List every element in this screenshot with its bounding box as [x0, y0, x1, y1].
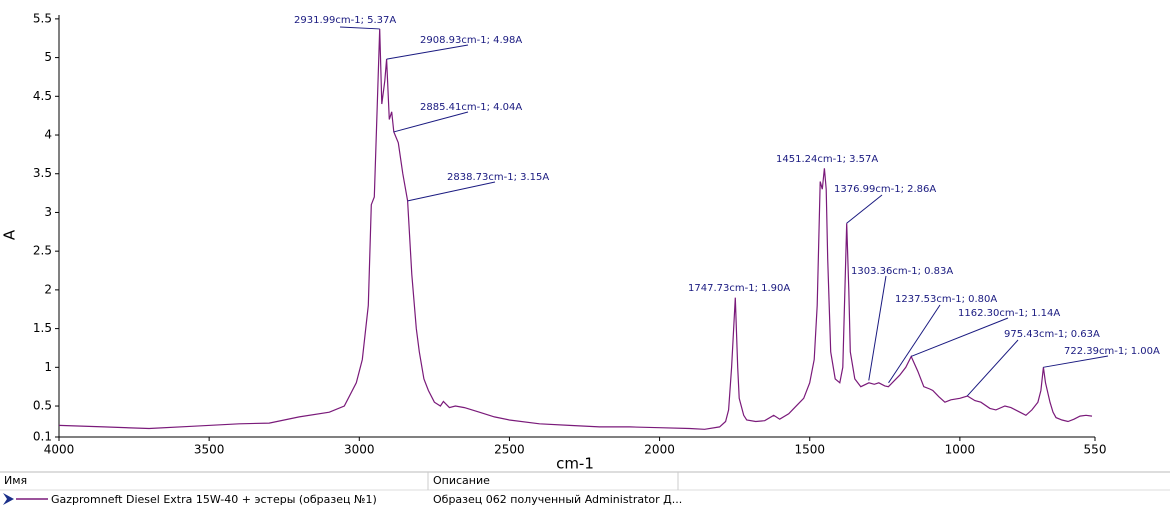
annotation-leader [846, 194, 883, 224]
annotation-leader [386, 44, 469, 60]
y-tick-label: 4 [44, 128, 52, 142]
annotation-leader [339, 26, 380, 30]
annotation-leader [910, 317, 1009, 357]
annotation-label: 2838.73cm-1; 3.15A [447, 172, 549, 183]
annotation-label: 1451.24cm-1; 3.57A [776, 154, 878, 165]
x-tick-label: 4000 [44, 443, 75, 457]
y-tick-label: 2 [44, 282, 52, 296]
annotation-label: 2885.41cm-1; 4.04A [420, 102, 522, 113]
y-tick-label: 1 [44, 360, 52, 374]
description: Образец 062 полученный Administrator Д..… [433, 493, 682, 506]
y-tick-label: 3.5 [33, 166, 52, 180]
y-tick-label: 5.5 [33, 11, 52, 25]
x-tick-label: 2500 [494, 443, 525, 457]
annotation-leader [966, 339, 1019, 397]
annotation-label: 2908.93cm-1; 4.98A [420, 35, 522, 46]
column-header: Описание [433, 474, 490, 487]
y-tick-label: 0.5 [33, 399, 52, 413]
x-tick-label: 550 [1084, 443, 1107, 457]
spectrum-line [58, 28, 1093, 430]
y-tick-label: 0.1 [33, 430, 52, 444]
y-tick-label: 1.5 [33, 321, 52, 335]
annotation-label: 975.43cm-1; 0.63A [1004, 329, 1100, 340]
series-name: Gazpromneft Diesel Extra 15W-40 + эстеры… [51, 493, 377, 506]
y-axis-label: A [1, 229, 19, 240]
annotation-leader [407, 181, 496, 202]
annotation-leader [1043, 355, 1109, 368]
x-tick-label: 3500 [194, 443, 225, 457]
annotation-label: 722.39cm-1; 1.00A [1064, 346, 1160, 357]
annotation-leader [868, 275, 887, 381]
y-tick-label: 2.5 [33, 244, 52, 258]
x-tick-label: 1000 [945, 443, 976, 457]
annotation-label: 2931.99cm-1; 5.37A [294, 15, 396, 26]
annotation-leader [888, 304, 941, 384]
y-tick-label: 5 [44, 50, 52, 64]
x-tick-label: 1500 [794, 443, 825, 457]
x-tick-label: 2000 [644, 443, 675, 457]
column-header: Имя [4, 474, 27, 487]
annotation-label: 1303.36cm-1; 0.83A [851, 266, 953, 277]
x-tick-label: 3000 [344, 443, 375, 457]
y-tick-label: 4.5 [33, 89, 52, 103]
annotation-label: 1162.30cm-1; 1.14A [958, 308, 1060, 319]
x-axis-label: cm-1 [556, 455, 594, 473]
annotation-label: 1237.53cm-1; 0.80A [895, 294, 997, 305]
annotation-leader [393, 111, 469, 133]
y-tick-label: 3 [44, 205, 52, 219]
annotation-label: 1747.73cm-1; 1.90A [688, 283, 790, 294]
row-icon [3, 493, 14, 505]
annotation-label: 1376.99cm-1; 2.86A [834, 184, 936, 195]
